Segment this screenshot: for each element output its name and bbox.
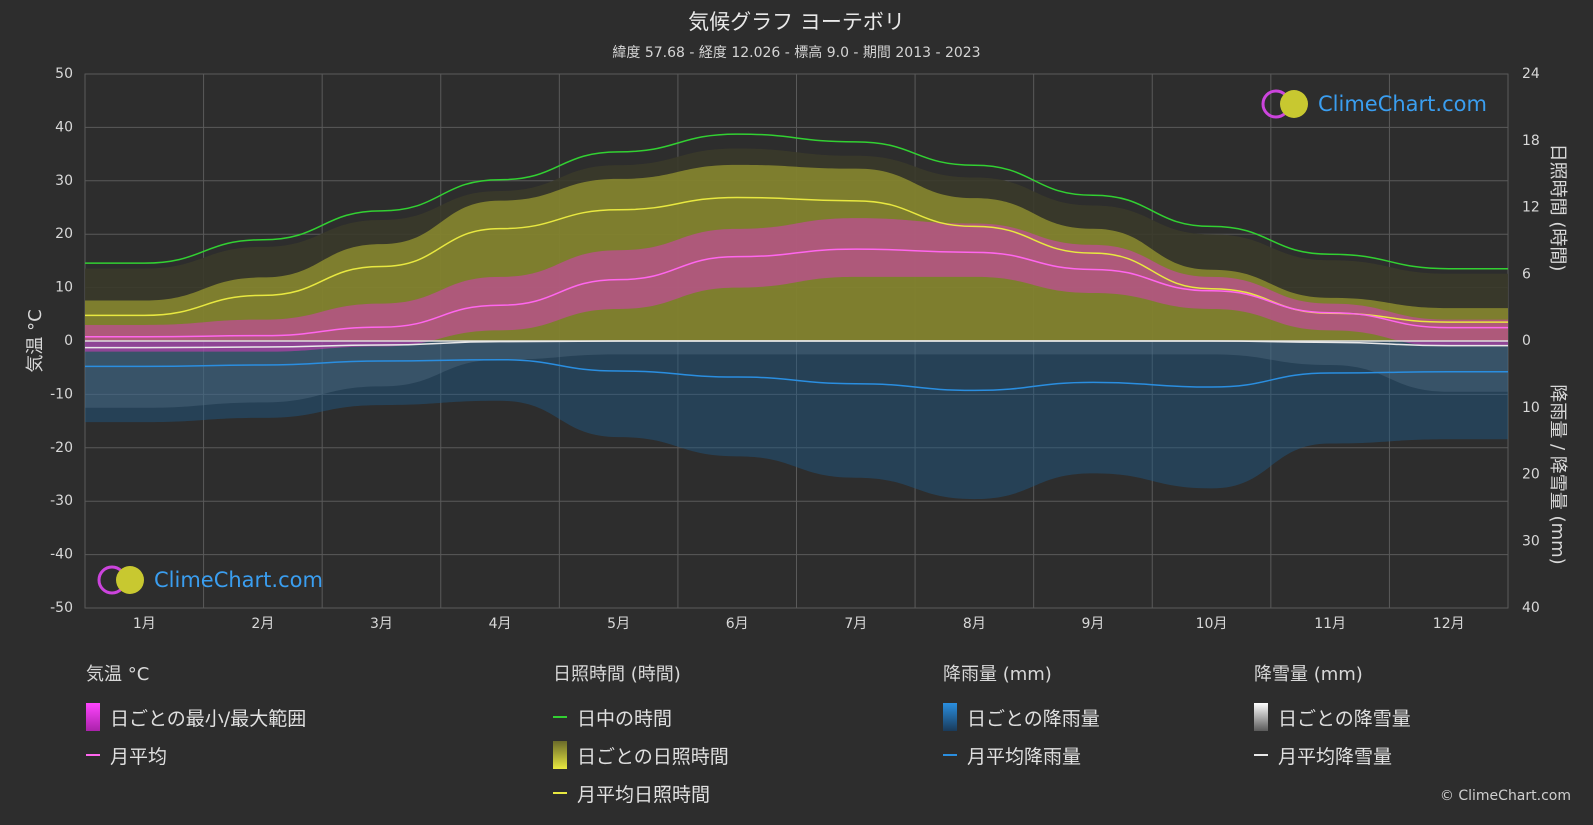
swatch	[86, 754, 100, 756]
swatch	[553, 716, 567, 718]
legend-label: 日ごとの降雨量	[967, 707, 1100, 730]
legend-temperature: 気温 °C 日ごとの最小/最大範囲 月平均	[86, 660, 306, 774]
x-tick-label: 1月	[133, 616, 156, 632]
legend-item: 月平均降雪量	[1254, 736, 1411, 774]
y-tick-left: -30	[50, 493, 73, 509]
brand-name: ClimeChart.com	[1318, 92, 1487, 116]
legend-item: 日ごとの最小/最大範囲	[86, 698, 306, 736]
y-tick-right-sunshine: 24	[1522, 66, 1540, 82]
legend-item: 日ごとの降雪量	[1254, 698, 1411, 736]
legend-item: 日ごとの降雨量	[943, 698, 1100, 736]
daily-rainfall-band	[85, 341, 1508, 500]
brand-logo-icon	[97, 565, 144, 595]
swatch	[553, 741, 567, 769]
x-tick-label: 8月	[963, 616, 986, 632]
y-tick-right-precip: 30	[1522, 533, 1540, 549]
y-tick-left: 40	[55, 119, 73, 135]
x-tick-label: 10月	[1196, 616, 1228, 632]
brand-logo-bottom: ClimeChart.com	[96, 564, 323, 596]
y-tick-left: -50	[50, 600, 73, 616]
swatch	[943, 703, 957, 731]
y-tick-left: 10	[55, 280, 73, 296]
daylight-hours-line	[85, 133, 1508, 270]
temperature-avg-line	[85, 248, 1508, 338]
y-tick-left: 30	[55, 173, 73, 189]
legend-title: 日照時間 (時間)	[553, 664, 681, 685]
legend-label: 日ごとの日照時間	[577, 745, 729, 768]
legend-item: 月平均降雨量	[943, 736, 1100, 774]
legend-item: 日中の時間	[553, 698, 729, 736]
y-tick-right-sunshine: 18	[1522, 133, 1540, 149]
brand-logo-icon	[1261, 89, 1308, 119]
y-tick-right-precip: 40	[1522, 600, 1540, 616]
legend-label: 月平均降雪量	[1278, 745, 1393, 768]
y-tick-left: 20	[55, 226, 73, 242]
brand-logo-top: ClimeChart.com	[1260, 88, 1487, 120]
legend-label: 日ごとの最小/最大範囲	[110, 707, 307, 730]
swatch	[1254, 754, 1268, 756]
legend-snow: 降雪量 (mm) 日ごとの降雪量 月平均降雪量	[1254, 660, 1411, 774]
swatch	[553, 792, 567, 794]
legend-title: 気温 °C	[86, 664, 150, 685]
y-axis-title-right-precip: 降雨量 / 降雪量 (mm)	[1547, 384, 1568, 564]
legend-item: 月平均日照時間	[553, 774, 729, 812]
swatch	[943, 754, 957, 756]
swatch	[86, 703, 100, 731]
x-tick-label: 3月	[370, 616, 393, 632]
legend-title: 降雨量 (mm)	[943, 664, 1052, 685]
daily-snowfall-band	[85, 341, 1508, 408]
y-axis-title-right-sunshine: 日照時間 (時間)	[1547, 144, 1568, 272]
legend-label: 月平均日照時間	[577, 783, 711, 806]
y-tick-left: 0	[64, 333, 73, 349]
x-tick-label: 12月	[1433, 616, 1465, 632]
y-tick-left: 50	[55, 66, 73, 82]
chart-subtitle: 緯度 57.68 - 経度 12.026 - 標高 9.0 - 期間 2013 …	[612, 45, 981, 61]
chart-title: 気候グラフ ヨーテボリ	[688, 10, 905, 34]
y-tick-right-sunshine: 12	[1522, 200, 1540, 216]
x-tick-label: 5月	[607, 616, 630, 632]
copyright: © ClimeChart.com	[1439, 788, 1571, 804]
y-tick-right-sunshine: 6	[1522, 266, 1531, 282]
snowfall-avg-line	[85, 340, 1508, 349]
brand-name: ClimeChart.com	[154, 568, 323, 592]
y-axis-title-left: 気温 °C	[25, 309, 46, 372]
y-tick-right-sunshine: 0	[1522, 333, 1531, 349]
y-tick-left: -10	[50, 386, 73, 402]
legend-label: 日ごとの降雪量	[1278, 707, 1411, 730]
legend-label: 月平均降雨量	[967, 745, 1082, 768]
swatch	[1254, 703, 1268, 731]
y-tick-right-precip: 20	[1522, 467, 1540, 483]
x-tick-label: 6月	[726, 616, 749, 632]
x-tick-label: 2月	[251, 616, 274, 632]
y-tick-right-precip: 10	[1522, 400, 1540, 416]
legend-label: 月平均	[110, 745, 168, 768]
legend-sunshine: 日照時間 (時間) 日中の時間 日ごとの日照時間 月平均日照時間	[553, 660, 729, 812]
x-tick-label: 4月	[489, 616, 512, 632]
legend-label: 日中の時間	[577, 707, 673, 730]
legend-item: 日ごとの日照時間	[553, 736, 729, 774]
y-tick-left: -40	[50, 547, 73, 563]
legend-item: 月平均	[86, 736, 306, 774]
x-tick-label: 9月	[1081, 616, 1104, 632]
y-tick-left: -20	[50, 440, 73, 456]
rainfall-avg-line	[85, 358, 1508, 392]
legend-title: 降雪量 (mm)	[1254, 664, 1363, 685]
x-tick-label: 11月	[1314, 616, 1346, 632]
temperature-range-band	[85, 218, 1508, 352]
x-tick-label: 7月	[844, 616, 867, 632]
legend-rain: 降雨量 (mm) 日ごとの降雨量 月平均降雨量	[943, 660, 1100, 774]
